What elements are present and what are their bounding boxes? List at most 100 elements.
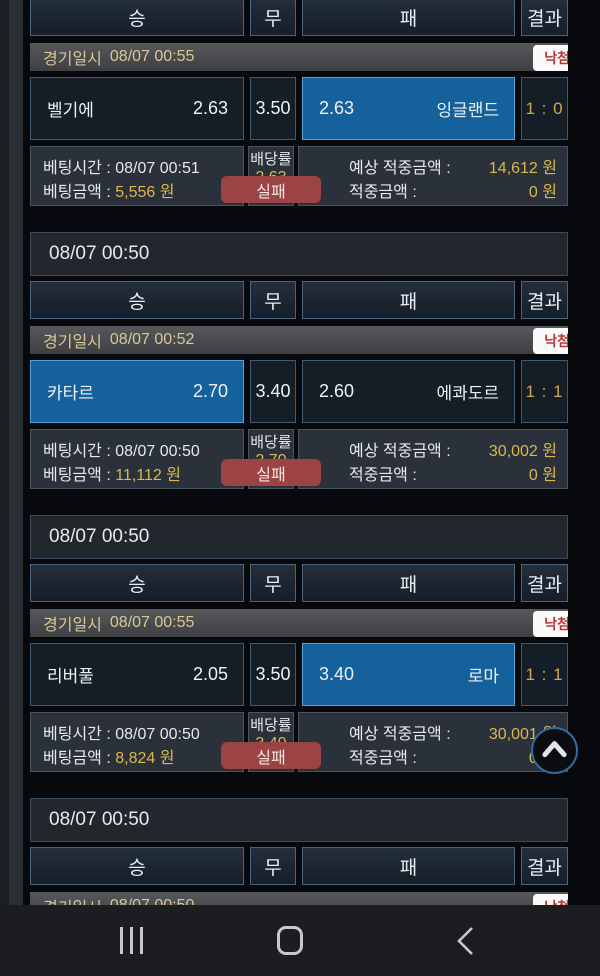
lost-badge: 낙첨 — [533, 45, 568, 71]
home-button[interactable] — [262, 905, 318, 976]
header-draw: 무 — [250, 564, 296, 602]
won-line: 적중금액 : 0 원 — [349, 178, 557, 202]
android-nav-bar — [0, 905, 600, 976]
score-cell: 1 : 0 — [521, 77, 568, 140]
bet-time-line: 베팅시간 : 08/07 00:51 — [43, 160, 200, 177]
match-time-value: 08/07 00:50 — [110, 897, 195, 905]
match-score: 1 : 1 — [525, 664, 564, 684]
header-draw: 무 — [250, 847, 296, 885]
match-time-value: 08/07 00:52 — [109, 331, 195, 348]
scroll-to-top-button[interactable] — [531, 727, 578, 774]
bet-info-cell: 베팅시간 : 08/07 00:50 베팅금액 : 8,824 원 — [30, 712, 244, 772]
payout-cell: 예상 적중금액 : 14,612 원 적중금액 : 0 원 — [298, 146, 568, 206]
home-odds: 2.70 — [192, 381, 228, 401]
match-time-value: 08/07 00:55 — [109, 614, 195, 631]
match-time-bar: 경기일시 08/07 00:55 낙첨 — [30, 609, 568, 637]
betting-history-screen: 승 무 패 결과 경기일시 08/07 00:55 낙첨 벨기에 2.63 3.… — [0, 0, 578, 905]
odds-status-cell: 배당률 3.40 실패 — [221, 712, 321, 772]
header-lose: 패 — [302, 564, 515, 602]
odds-label: 배당률 — [250, 717, 292, 734]
bet-time-line: 베팅시간 : 08/07 00:50 — [43, 443, 200, 460]
left-edge-strip-inner — [9, 0, 23, 905]
match-time-bar: 경기일시 08/07 00:52 낙첨 — [30, 326, 568, 354]
won-value: 0 원 — [528, 467, 557, 484]
away-team-name: 잉글랜드 — [436, 101, 499, 120]
match-score: 1 : 0 — [525, 98, 564, 118]
expected-line: 예상 적중금액 : 14,612 원 — [349, 154, 557, 178]
match-time-label: 경기일시 — [43, 894, 102, 905]
bet-amount-line: 베팅금액 : 11,112 원 — [43, 467, 181, 484]
bet-time-line: 베팅시간 : 08/07 00:50 — [43, 726, 200, 743]
header-win: 승 — [30, 564, 244, 602]
won-label: 적중금액 : — [349, 184, 417, 201]
header-result: 결과 — [521, 564, 568, 602]
bet-info-cell: 베팅시간 : 08/07 00:50 베팅금액 : 11,112 원 — [30, 429, 244, 489]
section-date-header: 08/07 00:50 — [30, 798, 568, 842]
match-time-bar: 경기일시 08/07 00:50 낙첨 — [30, 892, 568, 905]
fail-badge: 실패 — [221, 176, 321, 203]
won-value: 0 원 — [528, 184, 557, 201]
expected-line: 예상 적중금액 : 30,001 원 — [349, 720, 557, 744]
draw-odds: 3.50 — [255, 98, 291, 118]
match-row: 리버풀 2.05 3.50 3.40 로마 1 : 1 — [30, 643, 568, 706]
score-cell: 1 : 1 — [521, 643, 568, 706]
home-team-name: 벨기에 — [47, 101, 94, 120]
draw-odds: 3.50 — [255, 664, 291, 684]
back-button[interactable] — [437, 905, 493, 976]
bet-detail-row: 베팅시간 : 08/07 00:50 베팅금액 : 8,824 원 배당률 3.… — [30, 712, 568, 772]
table-header-row: 승 무 패 결과 — [30, 281, 568, 319]
home-odds-cell: 리버풀 2.05 — [30, 643, 244, 706]
away-odds-cell-selected: 2.63 잉글랜드 — [302, 77, 515, 140]
match-row: 벨기에 2.63 3.50 2.63 잉글랜드 1 : 0 — [30, 77, 568, 140]
lost-badge: 낙첨 — [533, 894, 568, 905]
match-time-bar: 경기일시 08/07 00:55 낙첨 — [30, 43, 568, 71]
match-time-label: 경기일시 — [43, 51, 102, 68]
expected-label: 예상 적중금액 : — [349, 160, 451, 177]
header-lose: 패 — [302, 847, 515, 885]
table-header-row: 승 무 패 결과 — [30, 0, 568, 36]
away-odds-cell: 2.60 에콰도르 — [302, 360, 515, 423]
header-result: 결과 — [521, 0, 568, 36]
lost-badge: 낙첨 — [533, 611, 568, 637]
draw-odds-cell: 3.40 — [250, 360, 296, 423]
header-win: 승 — [30, 0, 244, 36]
back-chevron-icon — [457, 926, 473, 955]
match-time-label: 경기일시 — [43, 617, 102, 634]
won-line: 적중금액 : 0 원 — [349, 744, 557, 768]
odds-label: 배당률 — [250, 151, 292, 168]
expected-value: 14,612 원 — [488, 160, 557, 177]
away-odds: 2.63 — [319, 98, 355, 118]
payout-cell: 예상 적중금액 : 30,001 원 적중금액 : 0 원 — [298, 712, 568, 772]
odds-status-cell: 배당률 2.63 실패 — [221, 146, 321, 206]
draw-odds-cell: 3.50 — [250, 77, 296, 140]
header-win: 승 — [30, 847, 244, 885]
lost-badge: 낙첨 — [533, 328, 568, 354]
won-line: 적중금액 : 0 원 — [349, 461, 557, 485]
header-lose: 패 — [302, 281, 515, 319]
draw-odds-cell: 3.50 — [250, 643, 296, 706]
away-odds-cell-selected: 3.40 로마 — [302, 643, 515, 706]
home-icon — [277, 926, 303, 955]
payout-cell: 예상 적중금액 : 30,002 원 적중금액 : 0 원 — [298, 429, 568, 489]
recent-apps-button[interactable] — [103, 905, 159, 976]
expected-value: 30,002 원 — [488, 443, 557, 460]
home-odds: 2.05 — [192, 664, 228, 684]
odds-label: 배당률 — [250, 434, 292, 451]
away-team-name: 에콰도르 — [436, 384, 499, 403]
left-edge-strip — [0, 0, 9, 905]
table-header-row: 승 무 패 결과 — [30, 847, 568, 885]
section-date-header: 08/07 00:50 — [30, 515, 568, 559]
bet-info-cell: 베팅시간 : 08/07 00:51 베팅금액 : 5,556 원 — [30, 146, 244, 206]
recent-apps-icon — [119, 927, 123, 954]
bet-detail-row: 베팅시간 : 08/07 00:51 베팅금액 : 5,556 원 배당률 2.… — [30, 146, 568, 206]
fail-badge: 실패 — [221, 459, 321, 486]
header-draw: 무 — [250, 0, 296, 36]
expected-line: 예상 적중금액 : 30,002 원 — [349, 437, 557, 461]
bet-amount-line: 베팅금액 : 8,824 원 — [43, 750, 175, 767]
header-result: 결과 — [521, 847, 568, 885]
home-team-name: 리버풀 — [47, 667, 94, 686]
match-row: 카타르 2.70 3.40 2.60 에콰도르 1 : 1 — [30, 360, 568, 423]
fail-badge: 실패 — [221, 742, 321, 769]
bet-history-list: 승 무 패 결과 경기일시 08/07 00:55 낙첨 벨기에 2.63 3.… — [30, 0, 568, 905]
expected-label: 예상 적중금액 : — [349, 443, 451, 460]
